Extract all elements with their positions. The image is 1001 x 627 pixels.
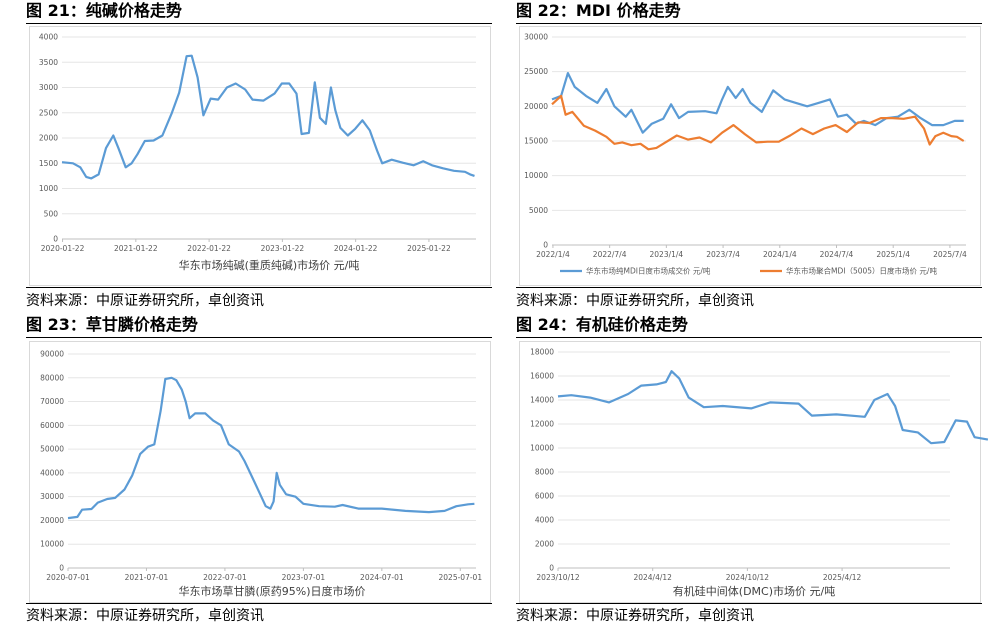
- y-tick-label: 0: [543, 241, 548, 250]
- chart-mdi: 0 5000 10000 15000 20000 25000 30000 2022/1/4 20…: [524, 33, 967, 276]
- series-line-0: [61, 54, 475, 180]
- y-tick-label: 3500: [39, 58, 58, 67]
- x-tick-label: 2024/4/12: [633, 573, 672, 582]
- chart-frame: 0 5000 10000 15000 20000 25000 30000 2022/1/4 20…: [519, 26, 981, 286]
- x-axis-label: 有机硅中间体(DMC)市场价 元/吨: [673, 584, 835, 598]
- y-tick-label: 3000: [39, 83, 58, 92]
- source-rule: [516, 287, 982, 288]
- x-tick-label: 2022-01-22: [187, 244, 231, 253]
- x-tick-label: 2023/7/4: [706, 250, 740, 259]
- y-tick-label: 1500: [39, 159, 58, 168]
- source-text: 资料来源：中原证券研究所，卓创资讯: [26, 293, 264, 309]
- x-tick-label: 2023-01-22: [261, 244, 305, 253]
- series-line-1: [551, 94, 965, 151]
- y-tick-label: 15000: [524, 137, 548, 146]
- x-tick-label: 2022-07-01: [203, 573, 247, 582]
- y-tick-label: 0: [549, 564, 554, 573]
- source-text: 资料来源：中原证券研究所，卓创资讯: [26, 608, 264, 624]
- title-rule: [26, 23, 492, 24]
- y-tick-label: 0: [59, 564, 64, 573]
- x-tick-label: 2025/1/4: [876, 250, 910, 259]
- y-tick-label: 6000: [535, 492, 554, 501]
- x-tick-label: 2022/7/4: [593, 250, 627, 259]
- x-tick-label: 2025/7/4: [933, 250, 967, 259]
- y-tick-label: 90000: [40, 350, 64, 359]
- legend-label: 华东市场纯MDI日度市场成交价 元/吨: [586, 266, 711, 276]
- chart-glyphosate: 0 10000 20000 30000 40000 50000 60000 70000 8000…: [40, 350, 483, 599]
- title-rule: [26, 337, 492, 338]
- x-tick-label: 2023/10/12: [536, 573, 579, 582]
- chart-frame: 0 10000 20000 30000 40000 50000 60000 70000 8000…: [29, 341, 491, 603]
- chart-frame: 0 500 1000 1500 2000 2500 3000 3500 4000 2020-01-…: [29, 26, 491, 286]
- series-line-0: [551, 72, 964, 134]
- x-tick-label: 2021-07-01: [125, 573, 169, 582]
- x-axis-label: 华东市场草甘膦(原药95%)日度市场价: [178, 584, 365, 598]
- panel-title: 图 22：MDI 价格走势: [516, 1, 681, 20]
- y-tick-label: 16000: [530, 372, 554, 381]
- y-tick-label: 80000: [40, 373, 64, 382]
- source-rule: [516, 603, 982, 604]
- chart-soda-ash: 0 500 1000 1500 2000 2500 3000 3500 4000 2020-01-…: [39, 33, 476, 272]
- panel-glyphosate: 图 23：草甘膦价格走势 0 10000 20000 30000 40000 50000 6…: [26, 316, 492, 627]
- y-tick-label: 10000: [524, 171, 548, 180]
- x-tick-label: 2024/7/4: [820, 250, 854, 259]
- y-tick-label: 20000: [524, 102, 548, 111]
- x-tick-label: 2020-07-01: [46, 573, 90, 582]
- x-tick-label: 2025-01-22: [407, 244, 451, 253]
- y-tick-label: 8000: [535, 468, 554, 477]
- panel-title: 图 24：有机硅价格走势: [516, 315, 688, 334]
- y-tick-label: 50000: [40, 445, 64, 454]
- x-tick-label: 2024/10/12: [726, 573, 769, 582]
- panel-mdi: 图 22：MDI 价格走势 0 5000 10000 15000 20000 25000 3…: [516, 0, 982, 314]
- y-tick-label: 12000: [530, 420, 554, 429]
- x-tick-label: 2025/4/12: [823, 573, 862, 582]
- series-line-0: [557, 370, 989, 445]
- y-tick-label: 10000: [40, 540, 64, 549]
- chart-silicone: 0 2000 4000 6000 8000 10000 12000 14000 16000 180…: [530, 348, 989, 598]
- x-tick-label: 2023-07-01: [282, 573, 326, 582]
- x-axis-label: 华东市场纯碱(重质纯碱)市场价 元/吨: [179, 258, 360, 272]
- title-rule: [516, 337, 982, 338]
- x-tick-label: 2024-07-01: [360, 573, 404, 582]
- y-tick-label: 5000: [529, 206, 548, 215]
- y-tick-label: 2000: [535, 540, 554, 549]
- chart-frame: 0 2000 4000 6000 8000 10000 12000 14000 16000 180…: [519, 341, 989, 603]
- y-tick-label: 4000: [39, 33, 58, 42]
- panel-silicone: 图 24：有机硅价格走势 0 2000 4000 6000 8000 10000 12000…: [516, 315, 989, 627]
- y-tick-label: 18000: [530, 348, 554, 357]
- y-tick-label: 4000: [535, 516, 554, 525]
- y-tick-label: 25000: [524, 67, 548, 76]
- source-text: 资料来源：中原证券研究所，卓创资讯: [516, 608, 754, 624]
- panel-soda-ash: 图 21：纯碱价格走势 0 500 1000 1500 2000 2500 3000 3500…: [26, 0, 492, 314]
- y-tick-label: 10000: [530, 444, 554, 453]
- y-tick-label: 70000: [40, 397, 64, 406]
- panel-title: 图 23：草甘膦价格走势: [26, 315, 198, 334]
- y-tick-label: 30000: [40, 492, 64, 501]
- x-tick-label: 2022/1/4: [536, 250, 570, 259]
- y-tick-label: 2000: [39, 134, 58, 143]
- legend-label: 华东市场聚合MDI（5005）日度市场价 元/吨: [786, 266, 937, 276]
- y-tick-label: 1000: [39, 184, 58, 193]
- x-tick-label: 2024-01-22: [334, 244, 378, 253]
- source-rule: [26, 603, 492, 604]
- series-line-0: [67, 376, 475, 520]
- panel-title: 图 21：纯碱价格走势: [26, 1, 182, 20]
- x-tick-label: 2025-07-01: [439, 573, 483, 582]
- x-tick-label: 2020-01-22: [41, 244, 85, 253]
- y-tick-label: 60000: [40, 421, 64, 430]
- y-tick-label: 20000: [40, 516, 64, 525]
- y-tick-label: 14000: [530, 396, 554, 405]
- x-tick-label: 2021-01-22: [114, 244, 158, 253]
- y-tick-label: 2500: [39, 108, 58, 117]
- y-tick-label: 40000: [40, 468, 64, 477]
- source-text: 资料来源：中原证券研究所，卓创资讯: [516, 293, 754, 309]
- title-rule: [516, 23, 982, 24]
- x-tick-label: 2023/1/4: [650, 250, 684, 259]
- y-tick-label: 500: [44, 209, 59, 218]
- y-tick-label: 30000: [524, 33, 548, 42]
- y-tick-label: 0: [53, 235, 58, 244]
- source-rule: [26, 287, 492, 288]
- x-tick-label: 2024/1/4: [763, 250, 797, 259]
